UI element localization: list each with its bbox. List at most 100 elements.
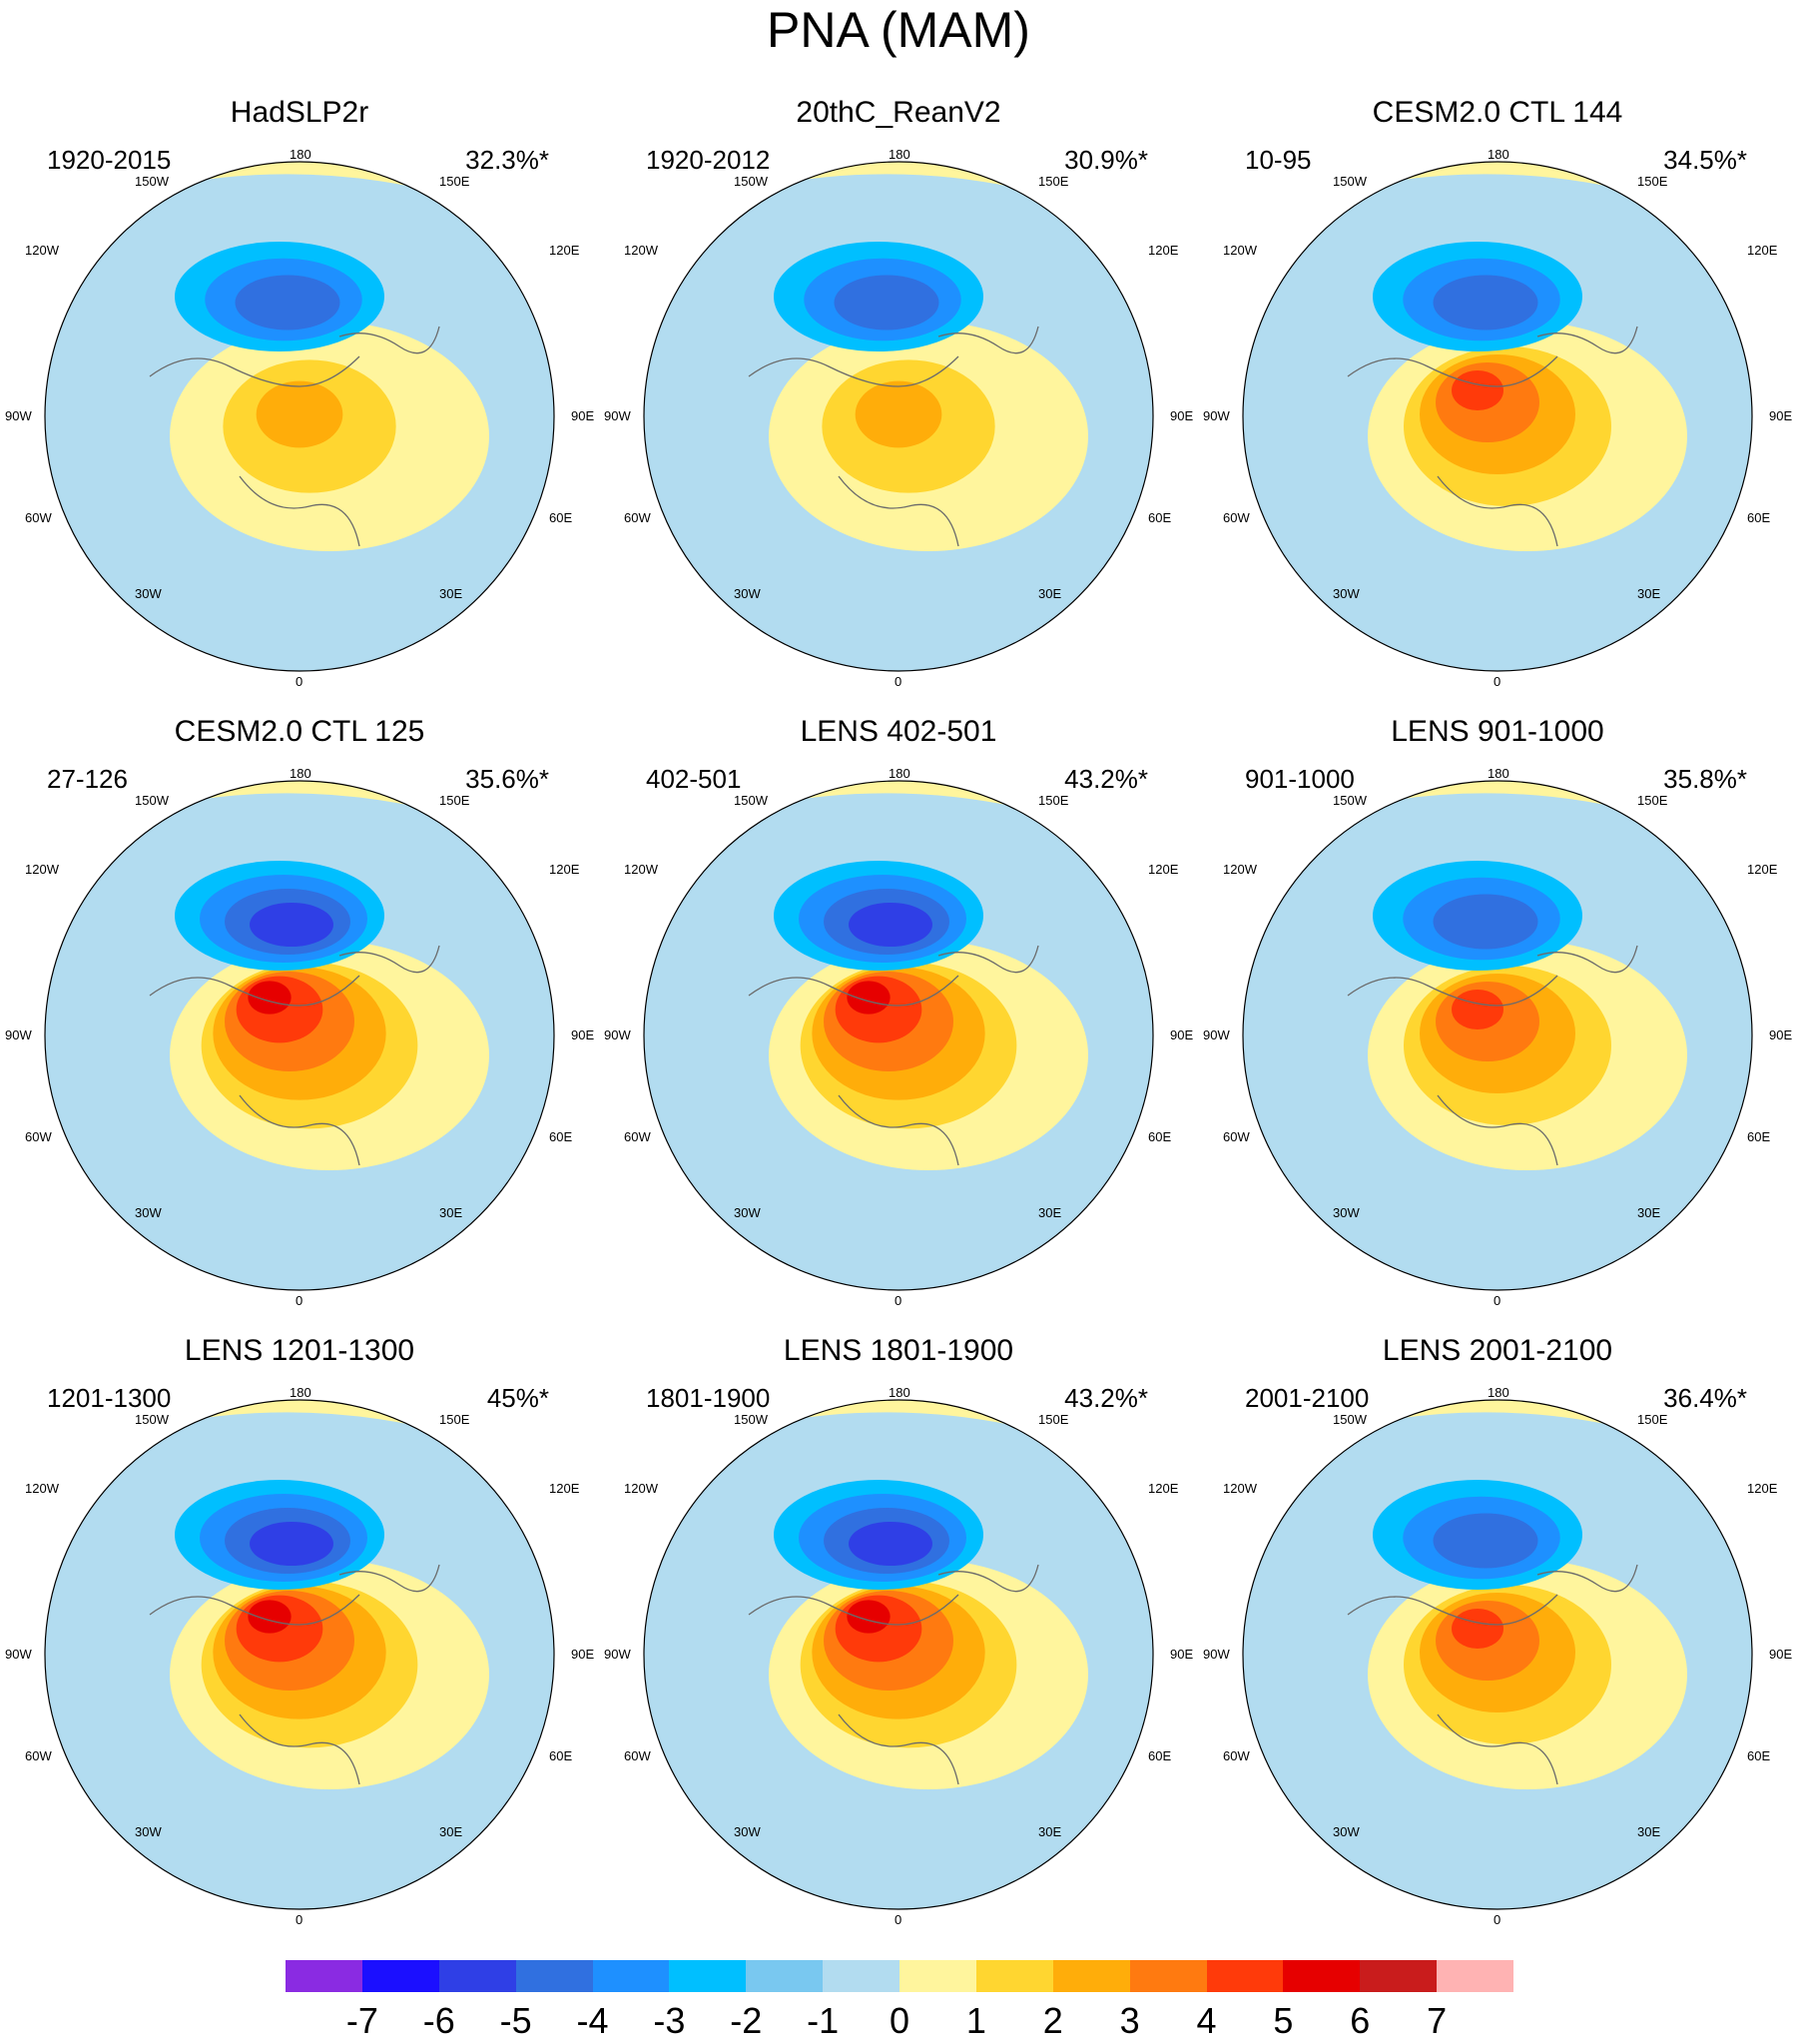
polar-map (1242, 780, 1753, 1291)
colorbar-swatch (899, 1960, 976, 1992)
lon-label-wsw: 60W (25, 1129, 52, 1144)
lon-label-w: 90W (5, 408, 32, 423)
lon-label-s: 0 (1494, 1912, 1501, 1927)
lon-label-s: 0 (1494, 1293, 1501, 1308)
lon-label-ene: 120E (549, 1481, 580, 1496)
panel-period: 2001-2100 (1245, 1383, 1370, 1413)
positive-contour-5 (847, 981, 891, 1015)
map-border (643, 780, 1154, 1291)
coastlines (748, 1564, 1039, 1785)
lon-label-se: 30E (1637, 1205, 1661, 1220)
lon-label-sw: 30W (135, 1824, 162, 1839)
panel-period: 1920-2015 (47, 145, 172, 175)
coastlines (149, 326, 440, 547)
lon-label-e: 90E (1170, 408, 1194, 423)
panel-title: 20thC_ReanV2 (796, 96, 1001, 129)
lon-label-nw: 150W (1333, 1412, 1367, 1427)
polar-map (1242, 161, 1753, 672)
positive-contour-2 (256, 380, 343, 448)
lon-label-ese: 60E (1747, 1129, 1771, 1144)
lon-label-wsw: 60W (624, 1129, 651, 1144)
map-border (643, 1399, 1154, 1910)
polar-map (643, 1399, 1154, 1910)
colorbar-swatch (1052, 1960, 1130, 1992)
lon-label-nw: 150W (734, 1412, 768, 1427)
lon-label-n: 180 (290, 766, 311, 781)
colorbar-swatch (1360, 1960, 1438, 1992)
panel-period: 402-501 (646, 764, 742, 794)
positive-contour-5 (248, 981, 292, 1015)
map-panel: HadSLP2r 1920-2015 32.3%* 180 150W 150E 120W 12… (0, 95, 599, 714)
colorbar-swatch (823, 1960, 899, 1992)
lon-label-n: 180 (889, 147, 910, 162)
negative-contour-4 (250, 1522, 333, 1566)
map-panel: LENS 402-501 402-501 43.2%* 180 150W 150E 120W… (599, 714, 1198, 1333)
lon-label-ese: 60E (1747, 1748, 1771, 1763)
panel-period: 1201-1300 (47, 1383, 172, 1413)
lon-label-ne: 150E (1038, 1412, 1069, 1427)
panel-variance: 45%* (486, 1383, 549, 1413)
panel-variance: 30.9%* (1064, 145, 1148, 175)
coastlines (1347, 326, 1638, 547)
map-border (1242, 780, 1753, 1291)
lon-label-nw: 150W (135, 174, 169, 189)
polar-map (44, 780, 555, 1291)
map-border (44, 1399, 555, 1910)
lon-label-ene: 120E (1148, 243, 1179, 258)
lon-label-se: 30E (439, 1824, 463, 1839)
lon-label-wsw: 60W (1223, 510, 1250, 525)
lon-label-se: 30E (439, 1205, 463, 1220)
colorbar-tick-label: 3 (1119, 2000, 1140, 2041)
negative-contour-3 (235, 275, 340, 331)
lon-label-e: 90E (1769, 408, 1793, 423)
lon-label-ene: 120E (1747, 862, 1778, 877)
colorbar-swatch (592, 1960, 670, 1992)
lon-label-ene: 120E (549, 243, 580, 258)
figure-title: PNA (MAM) (767, 2, 1030, 58)
colorbar-swatch (1206, 1960, 1284, 1992)
panel-period: 1801-1900 (646, 1383, 771, 1413)
lon-label-wsw: 60W (25, 510, 52, 525)
map-panel: CESM2.0 CTL 144 10-95 34.5%* 180 150W 150E 120… (1198, 95, 1797, 714)
colorbar-swatch (975, 1960, 1053, 1992)
panel-title: CESM2.0 CTL 144 (1372, 96, 1623, 129)
lon-label-n: 180 (290, 147, 311, 162)
lon-label-wsw: 60W (25, 1748, 52, 1763)
lon-label-s: 0 (296, 1912, 303, 1927)
lon-label-n: 180 (1488, 1385, 1509, 1400)
lon-label-nw: 150W (734, 793, 768, 808)
lon-label-e: 90E (1769, 1647, 1793, 1662)
panel-title: LENS 1201-1300 (184, 1334, 415, 1367)
lon-label-e: 90E (1170, 1027, 1194, 1042)
lon-label-sw: 30W (1333, 586, 1360, 601)
lon-label-ese: 60E (549, 510, 573, 525)
lon-label-w: 90W (604, 408, 631, 423)
polar-map (643, 780, 1154, 1291)
polar-map (44, 1399, 555, 1910)
colorbar-tick-label: -1 (807, 2000, 840, 2041)
colorbar-tick-label: 5 (1273, 2000, 1294, 2041)
lon-label-w: 90W (604, 1027, 631, 1042)
colorbar-swatch (746, 1960, 824, 1992)
lon-label-wsw: 60W (624, 510, 651, 525)
negative-contour-4 (849, 1522, 932, 1566)
lon-label-w: 90W (5, 1647, 32, 1662)
lon-label-w: 90W (1203, 408, 1230, 423)
lon-label-ne: 150E (439, 174, 470, 189)
lon-label-ese: 60E (549, 1129, 573, 1144)
coastlines (149, 1564, 440, 1785)
lon-label-nw: 150W (135, 1412, 169, 1427)
colorbar-swatch (286, 1960, 362, 1992)
map-panel: LENS 2001-2100 2001-2100 36.4%* 180 150W 150E… (1198, 1333, 1797, 1952)
colorbar-tick-label: -7 (345, 2000, 378, 2041)
lon-label-sw: 30W (135, 1205, 162, 1220)
panel-title: HadSLP2r (230, 96, 369, 129)
lon-label-w: 90W (1203, 1647, 1230, 1662)
colorbar-swatch (361, 1960, 439, 1992)
lon-label-ese: 60E (1148, 510, 1172, 525)
lon-label-se: 30E (439, 586, 463, 601)
colorbar-tick-label: 4 (1196, 2000, 1217, 2041)
colorbar-tick-label: -4 (576, 2000, 609, 2041)
panel-title: LENS 2001-2100 (1382, 1334, 1613, 1367)
map-panel: 20thC_ReanV2 1920-2012 30.9%* 180 150W 150E 12… (599, 95, 1198, 714)
